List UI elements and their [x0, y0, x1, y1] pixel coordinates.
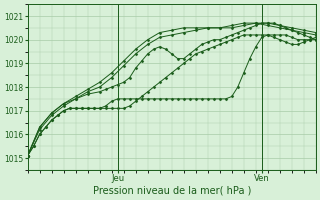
- X-axis label: Pression niveau de la mer( hPa ): Pression niveau de la mer( hPa ): [92, 186, 251, 196]
